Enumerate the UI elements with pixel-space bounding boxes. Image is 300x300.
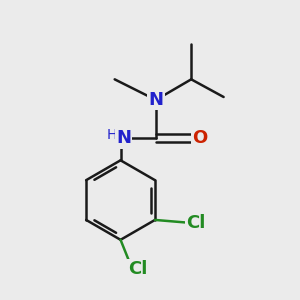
- Text: N: N: [148, 91, 164, 109]
- Text: Cl: Cl: [187, 214, 206, 232]
- Text: Cl: Cl: [128, 260, 148, 278]
- Text: N: N: [116, 129, 131, 147]
- Text: O: O: [192, 129, 208, 147]
- Text: H: H: [107, 128, 118, 142]
